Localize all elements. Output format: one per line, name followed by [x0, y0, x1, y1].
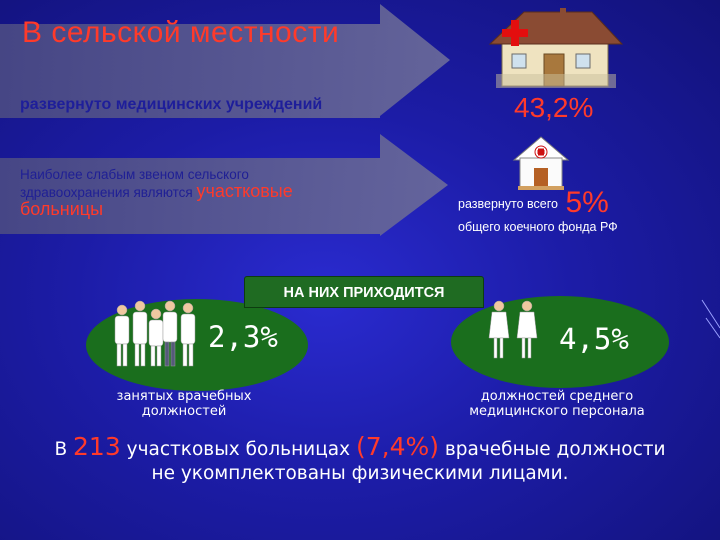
medical-staff-group-icon [114, 300, 196, 367]
nurses-pair-icon [488, 300, 538, 359]
arrow2-text: Наиболее слабым звеном сельского здравоо… [20, 166, 340, 219]
arrow2-highlight: участковые больницы [20, 181, 293, 219]
bottom-percent: (7,4%) [355, 432, 439, 461]
arrow2-main-text: Наиболее слабым звеном сельского здравоо… [20, 167, 249, 200]
bottom-part-3: врачебные должности [439, 439, 666, 460]
beds-suffix: общего коечного фонда РФ [458, 220, 618, 234]
decor-line [701, 299, 720, 329]
nurses-value: 4,5% [559, 322, 629, 356]
page-title: В сельской местности [22, 16, 340, 49]
nurses-oval [451, 296, 669, 388]
beds-line: развернуто всего 5% [458, 186, 609, 220]
small-clinic-icon [512, 136, 570, 190]
bottom-count: 213 [73, 432, 121, 461]
doctors-caption: занятых врачебных должностей [116, 389, 252, 419]
arrow1-text: развернуто медицинских учреждений [20, 96, 323, 113]
nurses-caption: должностей среднего медицинского персона… [469, 389, 645, 419]
clinic-building-icon [488, 8, 624, 88]
arrow-1 [0, 4, 450, 118]
bottom-part-2: участковых больницах [120, 439, 356, 460]
bottom-line-1: В 213 участковых больницах (7,4%) врачеб… [0, 432, 720, 461]
na-nih-label: НА НИХ ПРИХОДИТСЯ [244, 276, 484, 308]
arrow-2 [0, 134, 448, 236]
doctors-value: 2,3% [208, 320, 278, 354]
bottom-line-2: не укомплектованы физическими лицами. [151, 463, 569, 484]
bottom-part-1: В [54, 439, 74, 460]
beds-value: 5% [565, 186, 609, 219]
beds-prefix: развернуто всего [458, 197, 558, 211]
hospital-share: 43,2% [514, 92, 594, 123]
